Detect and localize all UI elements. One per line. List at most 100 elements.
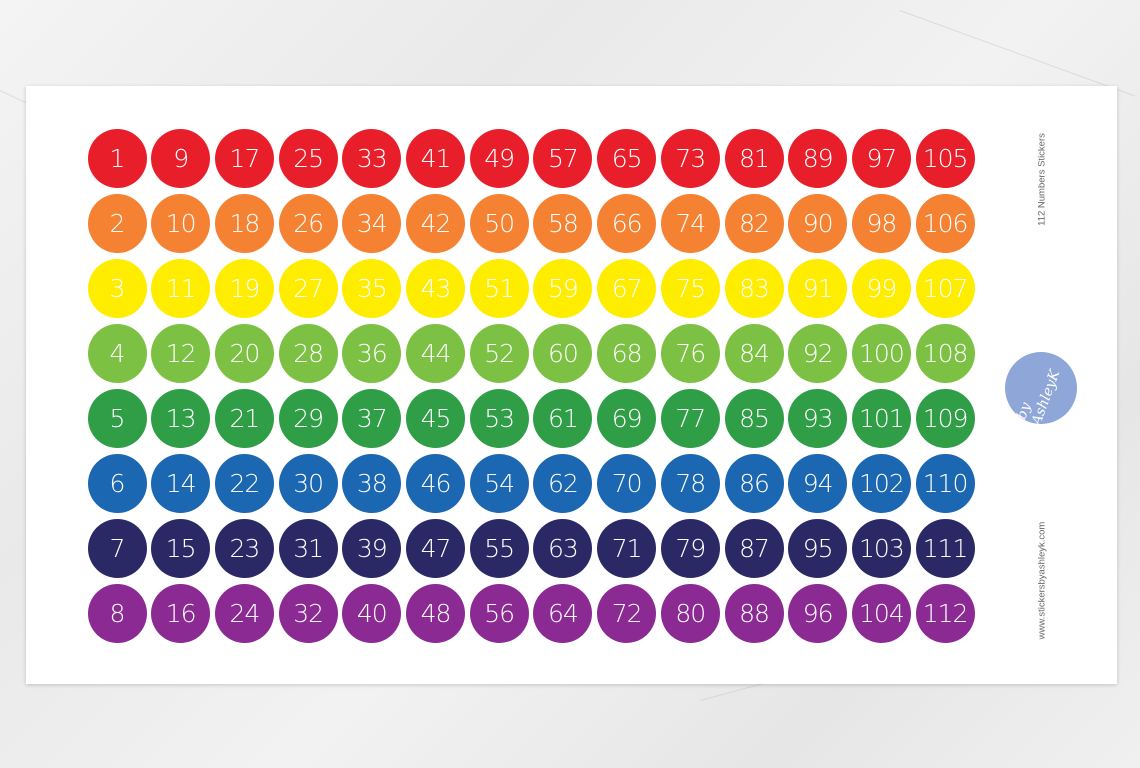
number-sticker: 48 <box>406 583 465 643</box>
number-sticker: 60 <box>533 323 593 383</box>
number-sticker: 64 <box>533 583 593 643</box>
number-sticker: 82 <box>724 193 784 253</box>
logo-text: by AshleyK <box>1013 367 1064 428</box>
number-sticker: 5 <box>87 388 147 448</box>
number-sticker: 79 <box>660 518 720 578</box>
number-sticker: 91 <box>788 258 848 318</box>
number-sticker: 96 <box>788 583 848 643</box>
number-sticker: 58 <box>533 193 593 253</box>
number-sticker: 27 <box>278 258 338 318</box>
number-sticker: 61 <box>533 388 593 448</box>
number-sticker: 54 <box>469 453 529 513</box>
number-sticker: 4 <box>87 323 147 383</box>
number-sticker: 19 <box>214 258 274 318</box>
number-sticker: 65 <box>597 128 657 188</box>
number-sticker: 51 <box>469 258 529 318</box>
number-sticker: 43 <box>406 258 465 318</box>
number-sticker: 94 <box>788 453 848 513</box>
number-sticker: 36 <box>342 323 402 383</box>
number-sticker: 84 <box>724 323 784 383</box>
number-sticker: 17 <box>214 128 274 188</box>
number-sticker: 99 <box>851 258 911 318</box>
number-sticker: 56 <box>469 583 529 643</box>
number-sticker: 24 <box>214 583 274 643</box>
number-sticker: 37 <box>342 388 402 448</box>
number-sticker: 26 <box>278 193 338 253</box>
number-sticker: 105 <box>915 128 975 188</box>
number-sticker: 104 <box>851 583 911 643</box>
number-sticker: 25 <box>278 128 338 188</box>
number-sticker: 40 <box>342 583 402 643</box>
number-sticker: 21 <box>214 388 274 448</box>
number-sticker: 78 <box>660 453 720 513</box>
number-sticker: 8 <box>87 583 147 643</box>
number-sticker: 3 <box>87 258 147 318</box>
number-sticker: 76 <box>660 323 720 383</box>
number-sticker: 101 <box>851 388 911 448</box>
number-sticker: 30 <box>278 453 338 513</box>
number-sticker: 38 <box>342 453 402 513</box>
number-sticker: 42 <box>406 193 465 253</box>
number-sticker: 77 <box>660 388 720 448</box>
number-sticker: 74 <box>660 193 720 253</box>
number-sticker: 44 <box>406 323 465 383</box>
number-sticker: 90 <box>788 193 848 253</box>
number-sticker: 6 <box>87 453 147 513</box>
number-sticker: 12 <box>151 323 211 383</box>
number-sticker: 106 <box>915 193 975 253</box>
number-sticker: 11 <box>151 258 211 318</box>
number-sticker: 86 <box>724 453 784 513</box>
number-sticker: 110 <box>915 453 975 513</box>
number-sticker: 102 <box>851 453 911 513</box>
number-sticker: 14 <box>151 453 211 513</box>
number-sticker: 50 <box>469 193 529 253</box>
number-sticker: 80 <box>660 583 720 643</box>
number-sticker: 52 <box>469 323 529 383</box>
number-sticker: 31 <box>278 518 338 578</box>
number-sticker: 13 <box>151 388 211 448</box>
number-sticker: 33 <box>342 128 402 188</box>
number-sticker: 111 <box>915 518 975 578</box>
number-sticker: 107 <box>915 258 975 318</box>
number-sticker: 92 <box>788 323 848 383</box>
number-sticker: 112 <box>915 583 975 643</box>
number-sticker: 45 <box>406 388 465 448</box>
number-sticker: 20 <box>214 323 274 383</box>
number-sticker: 89 <box>788 128 848 188</box>
number-sticker: 109 <box>915 388 975 448</box>
number-sticker: 97 <box>851 128 911 188</box>
number-sticker: 95 <box>788 518 848 578</box>
number-sticker: 1 <box>87 128 147 188</box>
number-sticker: 41 <box>406 128 465 188</box>
number-sticker: 62 <box>533 453 593 513</box>
number-sticker: 46 <box>406 453 465 513</box>
number-sticker: 81 <box>724 128 784 188</box>
number-sticker: 87 <box>724 518 784 578</box>
number-sticker: 29 <box>278 388 338 448</box>
number-sticker: 15 <box>151 518 211 578</box>
number-sticker: 59 <box>533 258 593 318</box>
number-sticker: 32 <box>278 583 338 643</box>
number-sticker: 35 <box>342 258 402 318</box>
number-sticker: 57 <box>533 128 593 188</box>
number-sticker: 22 <box>214 453 274 513</box>
number-sticker: 73 <box>660 128 720 188</box>
number-sticker: 2 <box>87 193 147 253</box>
number-sticker: 67 <box>597 258 657 318</box>
number-sticker: 9 <box>151 128 211 188</box>
number-sticker: 49 <box>469 128 529 188</box>
number-sticker: 103 <box>851 518 911 578</box>
number-sticker: 66 <box>597 193 657 253</box>
number-sticker: 70 <box>597 453 657 513</box>
number-sticker: 71 <box>597 518 657 578</box>
number-sticker: 100 <box>851 323 911 383</box>
number-sticker: 23 <box>214 518 274 578</box>
marble-vein <box>899 10 1135 97</box>
number-sticker: 10 <box>151 193 211 253</box>
number-sticker: 93 <box>788 388 848 448</box>
number-sticker: 108 <box>915 323 975 383</box>
brand-logo: by AshleyK <box>1005 352 1077 427</box>
website-text: www.stickersbyashleyk.com <box>1036 521 1048 640</box>
number-sticker: 55 <box>469 518 529 578</box>
number-sticker: 34 <box>342 193 402 253</box>
